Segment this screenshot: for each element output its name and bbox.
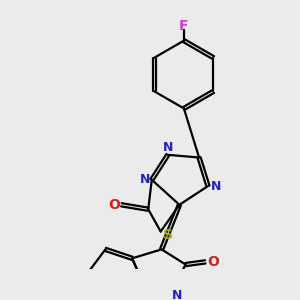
Text: N: N: [163, 141, 173, 154]
Text: N: N: [140, 173, 150, 186]
Text: S: S: [163, 228, 173, 242]
Text: N: N: [172, 289, 182, 300]
Text: N: N: [211, 179, 221, 193]
Text: O: O: [207, 255, 219, 269]
Text: O: O: [108, 198, 120, 212]
Text: F: F: [179, 20, 189, 33]
